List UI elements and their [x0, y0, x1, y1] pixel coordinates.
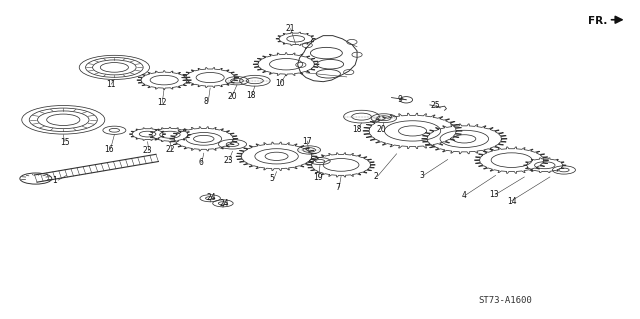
Text: 13: 13	[490, 190, 499, 199]
Text: 18: 18	[246, 92, 256, 100]
Text: 12: 12	[157, 99, 166, 108]
Text: 4: 4	[462, 190, 467, 200]
Text: ST73-A1600: ST73-A1600	[478, 296, 532, 305]
Text: 20: 20	[376, 125, 386, 134]
Text: 23: 23	[143, 146, 152, 155]
Text: 6: 6	[198, 158, 203, 167]
Text: 10: 10	[275, 79, 285, 88]
Text: 9: 9	[397, 95, 403, 104]
Text: 17: 17	[303, 137, 312, 145]
Text: 20: 20	[227, 92, 237, 101]
Text: 14: 14	[507, 197, 516, 206]
Text: 2: 2	[373, 172, 378, 181]
Text: 1: 1	[52, 176, 58, 185]
Text: 7: 7	[335, 183, 340, 192]
Text: 25: 25	[430, 101, 440, 110]
Text: 24: 24	[207, 193, 216, 202]
Text: 16: 16	[104, 145, 114, 154]
Text: 24: 24	[220, 198, 229, 208]
Text: 11: 11	[106, 80, 115, 89]
Text: 21: 21	[285, 24, 295, 33]
Text: 3: 3	[420, 171, 424, 180]
Text: 19: 19	[313, 173, 323, 182]
Text: 18: 18	[352, 125, 362, 134]
Text: 5: 5	[269, 174, 275, 183]
Text: 8: 8	[204, 97, 209, 106]
Text: 22: 22	[166, 145, 175, 154]
Text: 15: 15	[60, 137, 69, 146]
Text: 23: 23	[224, 156, 234, 165]
Text: FR.: FR.	[588, 16, 607, 26]
